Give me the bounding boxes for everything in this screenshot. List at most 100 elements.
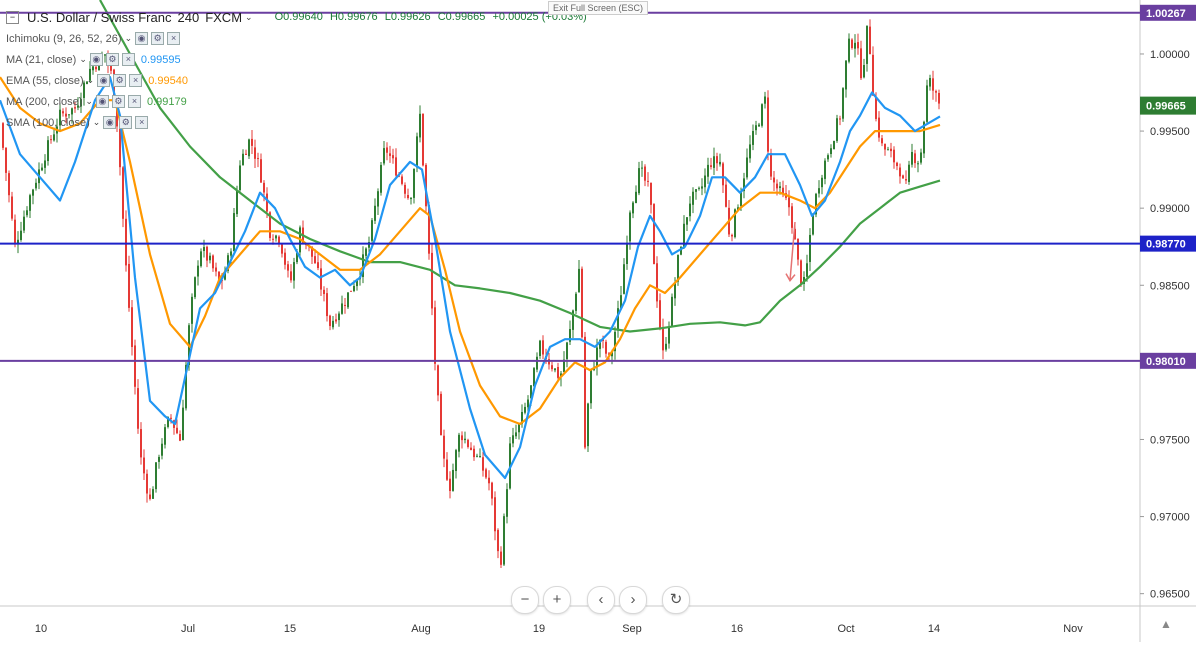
chevron-down-icon[interactable]: ⌄ <box>124 33 133 43</box>
candle-body <box>665 343 667 350</box>
chevron-down-icon[interactable]: ⌄ <box>86 75 95 85</box>
candle-body <box>197 265 199 277</box>
candle-body <box>74 107 76 109</box>
candle-body <box>539 340 541 356</box>
candle-body <box>869 26 871 54</box>
candle-body <box>119 126 121 168</box>
timeframe[interactable]: 240 <box>177 9 200 25</box>
candle-body <box>329 315 331 326</box>
candle-body <box>794 228 796 240</box>
candle-body <box>797 238 799 260</box>
candle-body <box>911 152 913 165</box>
candle-body <box>758 124 760 127</box>
candle-body <box>845 60 847 90</box>
candle-body <box>233 213 235 252</box>
chevron-down-icon[interactable]: ⌄ <box>79 54 87 64</box>
candle-body <box>311 246 313 257</box>
candle-body <box>668 326 670 344</box>
candle-body <box>269 212 271 239</box>
indicator-row[interactable]: Ichimoku (9, 26, 52, 26) ⌄ ◉ ⚙ × <box>6 28 591 49</box>
scroll-right-button[interactable]: › <box>619 586 647 614</box>
candle-body <box>818 188 820 194</box>
gear-icon[interactable]: ⚙ <box>105 53 119 66</box>
candle-body <box>248 139 250 157</box>
time-tick-label: 10 <box>35 623 47 635</box>
candle-body <box>854 42 856 49</box>
candle-body <box>29 195 31 211</box>
collapse-icon[interactable]: − <box>6 10 19 24</box>
candle-body <box>77 105 79 108</box>
close-icon[interactable]: × <box>127 95 141 108</box>
chevron-down-icon[interactable]: ⌄ <box>85 96 93 106</box>
eye-icon[interactable]: ◉ <box>89 53 103 66</box>
eye-icon[interactable]: ◉ <box>135 32 149 45</box>
candle-body <box>380 164 382 193</box>
reset-chart-button[interactable]: ↻ <box>662 586 690 614</box>
candle-body <box>713 156 715 168</box>
candle-body <box>80 99 82 107</box>
candle-body <box>392 155 394 159</box>
candle-body <box>212 255 214 269</box>
candle-body <box>164 427 166 445</box>
symbol-name[interactable]: U.S. Dollar / Swiss Franc <box>27 9 172 25</box>
candle-body <box>587 403 589 447</box>
indicator-row[interactable]: SMA (100, close) ⌄ ◉ ⚙ × <box>6 112 591 133</box>
eye-icon[interactable]: ◉ <box>97 74 111 87</box>
candle-body <box>467 439 469 447</box>
candle-body <box>581 268 583 338</box>
candle-body <box>761 104 763 126</box>
candle-body <box>866 25 868 64</box>
gear-icon[interactable]: ⚙ <box>119 116 133 129</box>
candle-body <box>239 165 241 191</box>
candle-body <box>122 167 124 219</box>
exit-fullscreen-button[interactable]: Exit Full Screen (ESC) <box>548 1 649 15</box>
gear-icon[interactable]: ⚙ <box>151 32 165 45</box>
candle-body <box>629 212 631 242</box>
close-icon[interactable]: × <box>135 116 149 129</box>
gear-icon[interactable]: ⚙ <box>113 74 127 87</box>
candle-body <box>704 175 706 188</box>
candle-body <box>656 263 658 302</box>
candle-body <box>338 313 340 321</box>
close-icon[interactable]: × <box>129 74 143 87</box>
candle-body <box>590 369 592 404</box>
candle-body <box>110 64 112 71</box>
eye-icon[interactable]: ◉ <box>103 116 117 129</box>
candle-body <box>386 147 388 153</box>
candle-body <box>734 209 736 238</box>
candle-body <box>923 121 925 154</box>
chevron-down-icon[interactable]: ⌄ <box>245 11 253 22</box>
candle-body <box>185 364 187 409</box>
candle-body <box>566 342 568 360</box>
candle-body <box>434 307 436 364</box>
candle-body <box>242 153 244 165</box>
zoom-out-button[interactable]: − <box>511 586 539 614</box>
chevron-down-icon[interactable]: ⌄ <box>92 117 101 127</box>
candle-body <box>284 252 286 265</box>
candle-body <box>236 190 238 215</box>
ohlc-values: O0.99640 H0.99676 L0.99626 C0.99665 +0.0… <box>275 11 591 23</box>
indicator-row[interactable]: MA (200, close) ⌄ ◉ ⚙ × 0.99179 <box>6 91 591 112</box>
settings-button[interactable]: ▲ <box>1160 617 1172 631</box>
candle-body <box>503 516 505 565</box>
candle-body <box>617 308 619 331</box>
scroll-left-button[interactable]: ‹ <box>587 586 615 614</box>
candle-body <box>314 256 316 264</box>
candle-body <box>554 368 556 371</box>
candle-body <box>512 435 514 444</box>
candle-body <box>137 388 139 429</box>
chevron-right-icon: › <box>630 591 636 608</box>
level-price-label: 0.98770 <box>1146 239 1186 251</box>
candle-body <box>749 144 751 159</box>
indicator-row[interactable]: MA (21, close) ⌄ ◉ ⚙ × 0.99595 <box>6 49 591 70</box>
zoom-in-button[interactable]: + <box>543 586 571 614</box>
eye-icon[interactable]: ◉ <box>95 95 109 108</box>
level-price-label: 1.00267 <box>1146 8 1186 20</box>
indicator-row[interactable]: EMA (55, close) ⌄ ◉ ⚙ × 0.99540 <box>6 70 591 91</box>
close-icon[interactable]: × <box>121 53 135 66</box>
candle-body <box>254 147 256 159</box>
gear-icon[interactable]: ⚙ <box>111 95 125 108</box>
close-icon[interactable]: × <box>167 32 181 45</box>
